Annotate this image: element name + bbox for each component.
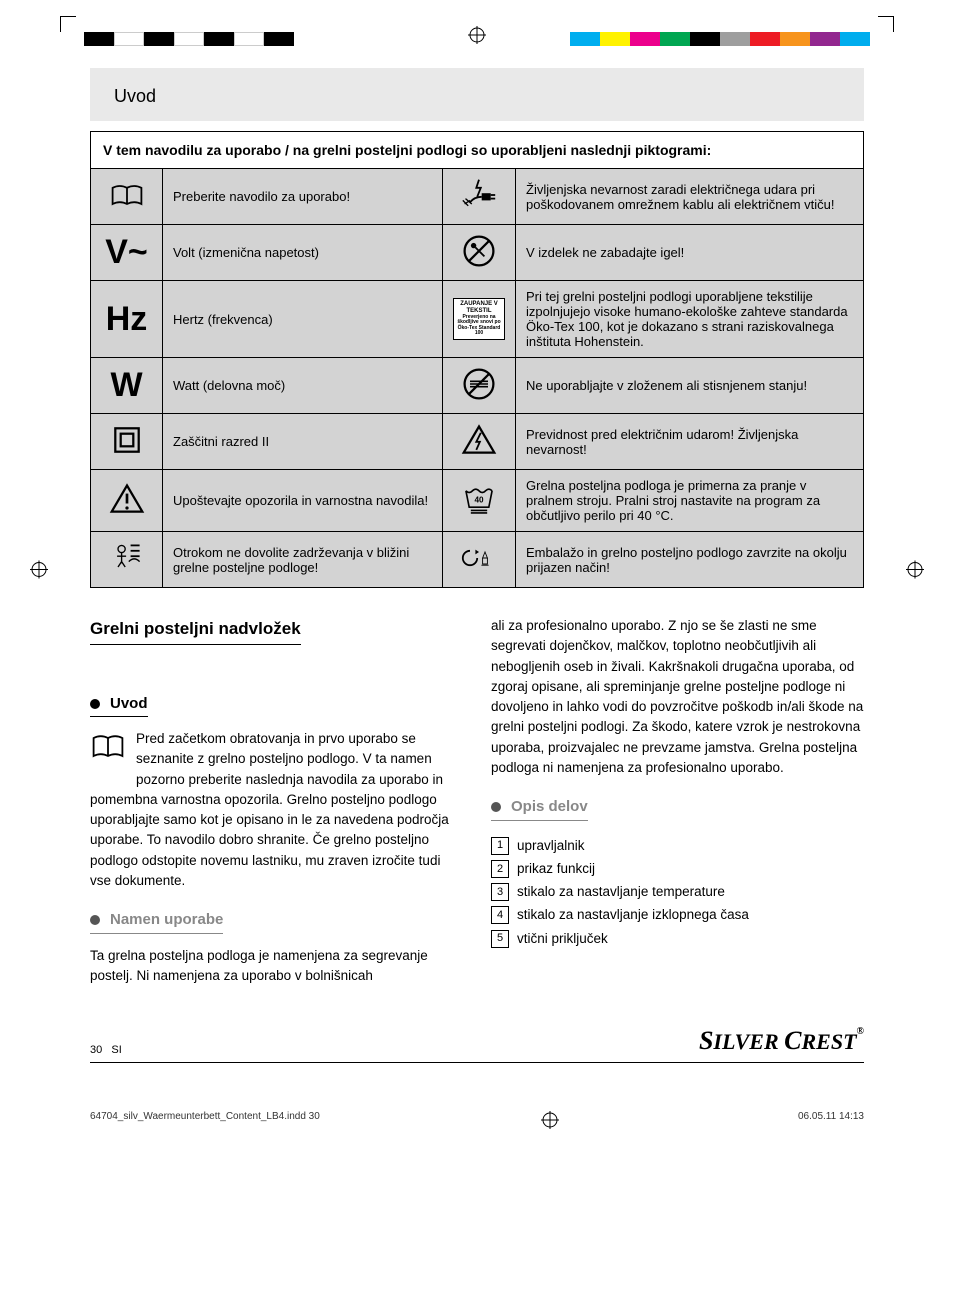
indd-filename: 64704_silv_Waermeunterbett_Content_LB4.i… bbox=[90, 1111, 320, 1143]
registration-mark-icon bbox=[468, 26, 486, 49]
warn-tri-icon bbox=[91, 470, 163, 532]
list-item: 1 upravljalnik bbox=[491, 836, 864, 856]
section-parts-label: Opis delov bbox=[511, 798, 588, 815]
book-icon bbox=[90, 729, 126, 771]
part-number: 4 bbox=[491, 906, 509, 924]
intro-paragraph: Pred začetkom obratovanja in prvo uporab… bbox=[90, 729, 463, 891]
list-item: 4 stikalo za nastavljanje izklopnega časa bbox=[491, 905, 864, 925]
picto-desc-right: Embalažo in grelno posteljno podlogo zav… bbox=[516, 532, 864, 588]
list-item: 3 stikalo za nastavljanje temperature bbox=[491, 882, 864, 902]
body-columns: Grelni posteljni nadvložek Uvod Pred zač… bbox=[90, 616, 864, 986]
part-label: upravljalnik bbox=[517, 836, 585, 856]
list-item: 2 prikaz funkcij bbox=[491, 859, 864, 879]
table-row: Preberite navodilo za uporabo! Življenjsk… bbox=[91, 169, 864, 225]
registration-blocks-right bbox=[570, 32, 870, 46]
picto-desc-left: Watt (delovna moč) bbox=[163, 358, 443, 414]
Hz-icon: Hz bbox=[91, 281, 163, 358]
class2-icon bbox=[91, 414, 163, 470]
page-num-value: 30 bbox=[90, 1044, 102, 1056]
table-row: Upoštevajte opozorila in varnostna navod… bbox=[91, 470, 864, 532]
table-row: Zaščitni razred II Previdnost pred elektr… bbox=[91, 414, 864, 470]
indd-timestamp: 06.05.11 14:13 bbox=[798, 1111, 864, 1143]
no-child-icon bbox=[91, 532, 163, 588]
crop-mark bbox=[60, 16, 76, 32]
table-row: Otrokom ne dovolite zadrževanja v bližin… bbox=[91, 532, 864, 588]
bullet-icon bbox=[90, 699, 100, 709]
page-content: Uvod V tem navodilu za uporabo / na grel… bbox=[0, 68, 954, 1103]
shock-plug-icon bbox=[443, 169, 516, 225]
registration-mark-icon bbox=[30, 560, 48, 583]
registration-blocks-left bbox=[84, 32, 294, 46]
picto-desc-left: Otrokom ne dovolite zadrževanja v bližin… bbox=[163, 532, 443, 588]
part-label: prikaz funkcij bbox=[517, 859, 595, 879]
picto-desc-right: Življenjska nevarnost zaradi električneg… bbox=[516, 169, 864, 225]
section-intro-heading: Uvod bbox=[90, 693, 148, 718]
column-left: Grelni posteljni nadvložek Uvod Pred zač… bbox=[90, 616, 463, 986]
crop-mark bbox=[878, 16, 894, 32]
table-row: V~Volt (izmenična napetost) V izdelek ne … bbox=[91, 225, 864, 281]
section-parts-heading: Opis delov bbox=[491, 796, 588, 821]
part-label: stikalo za nastavljanje temperature bbox=[517, 882, 725, 902]
product-title: Grelni posteljni nadvložek bbox=[90, 616, 301, 645]
list-item: 5 vtični priključek bbox=[491, 929, 864, 949]
use-paragraph-1: Ta grelna posteljna podloga je namenjena… bbox=[90, 946, 463, 987]
table-title: V tem navodilu za uporabo / na grelni po… bbox=[91, 132, 864, 169]
part-number: 3 bbox=[491, 883, 509, 901]
part-number: 2 bbox=[491, 860, 509, 878]
W-icon: W bbox=[91, 358, 163, 414]
page-lang: SI bbox=[111, 1044, 121, 1056]
pictogram-table: V tem navodilu za uporabo / na grelni po… bbox=[90, 131, 864, 588]
hv-tri-icon bbox=[443, 414, 516, 470]
bullet-icon bbox=[90, 915, 100, 925]
picto-desc-left: Preberite navodilo za uporabo! bbox=[163, 169, 443, 225]
bullet-icon bbox=[491, 802, 501, 812]
parts-list: 1 upravljalnik 2 prikaz funkcij 3 stikalo za … bbox=[491, 836, 864, 949]
wash40-icon: 40 bbox=[443, 470, 516, 532]
part-number: 5 bbox=[491, 930, 509, 948]
oeko-icon: ZAUPANJE V TEKSTILPreverjeno na škodljiv… bbox=[443, 281, 516, 358]
table-row: WWatt (delovna moč) Ne uporabljajte v zlo… bbox=[91, 358, 864, 414]
no-fold-icon bbox=[443, 358, 516, 414]
book-icon bbox=[91, 169, 163, 225]
page-footer: 30 SI SILVER CREST® bbox=[90, 1026, 864, 1056]
intro-text: Pred začetkom obratovanja in prvo uporab… bbox=[90, 731, 449, 888]
section-intro-label: Uvod bbox=[110, 695, 148, 712]
picto-desc-left: Volt (izmenična napetost) bbox=[163, 225, 443, 281]
picto-desc-left: Hertz (frekvenca) bbox=[163, 281, 443, 358]
picto-desc-right: Ne uporabljajte v zloženem ali stisnjene… bbox=[516, 358, 864, 414]
page-number: 30 SI bbox=[90, 1044, 122, 1056]
part-label: stikalo za nastavljanje izklopnega časa bbox=[517, 905, 749, 925]
registration-mark-icon bbox=[541, 1111, 559, 1143]
brand-logo: SILVER CREST® bbox=[699, 1026, 864, 1056]
column-right: ali za profesionalno uporabo. Z njo se š… bbox=[491, 616, 864, 986]
use-paragraph-2: ali za profesionalno uporabo. Z njo se š… bbox=[491, 616, 864, 778]
header-title: Uvod bbox=[114, 86, 156, 106]
picto-desc-right: Previdnost pred električnim udarom! Živl… bbox=[516, 414, 864, 470]
registration-mark-icon bbox=[906, 560, 924, 583]
picto-desc-right: V izdelek ne zabadajte igel! bbox=[516, 225, 864, 281]
no-pin-icon bbox=[443, 225, 516, 281]
page-header: Uvod bbox=[90, 68, 864, 121]
picto-desc-right: Pri tej grelni posteljni podlogi uporabl… bbox=[516, 281, 864, 358]
picto-desc-left: Zaščitni razred II bbox=[163, 414, 443, 470]
section-use-heading: Namen uporabe bbox=[90, 909, 223, 934]
recycle-icon bbox=[443, 532, 516, 588]
picto-desc-left: Upoštevajte opozorila in varnostna navod… bbox=[163, 470, 443, 532]
picto-desc-right: Grelna posteljna podloga je primerna za … bbox=[516, 470, 864, 532]
print-marks-bottom: 64704_silv_Waermeunterbett_Content_LB4.i… bbox=[0, 1103, 954, 1143]
part-label: vtični priključek bbox=[517, 929, 608, 949]
footer-rule bbox=[90, 1062, 864, 1063]
svg-text:40: 40 bbox=[474, 495, 484, 504]
section-use-label: Namen uporabe bbox=[110, 911, 223, 928]
part-number: 1 bbox=[491, 837, 509, 855]
V~-icon: V~ bbox=[91, 225, 163, 281]
print-marks-top bbox=[0, 0, 954, 48]
table-row: HzHertz (frekvenca)ZAUPANJE V TEKSTILPre… bbox=[91, 281, 864, 358]
